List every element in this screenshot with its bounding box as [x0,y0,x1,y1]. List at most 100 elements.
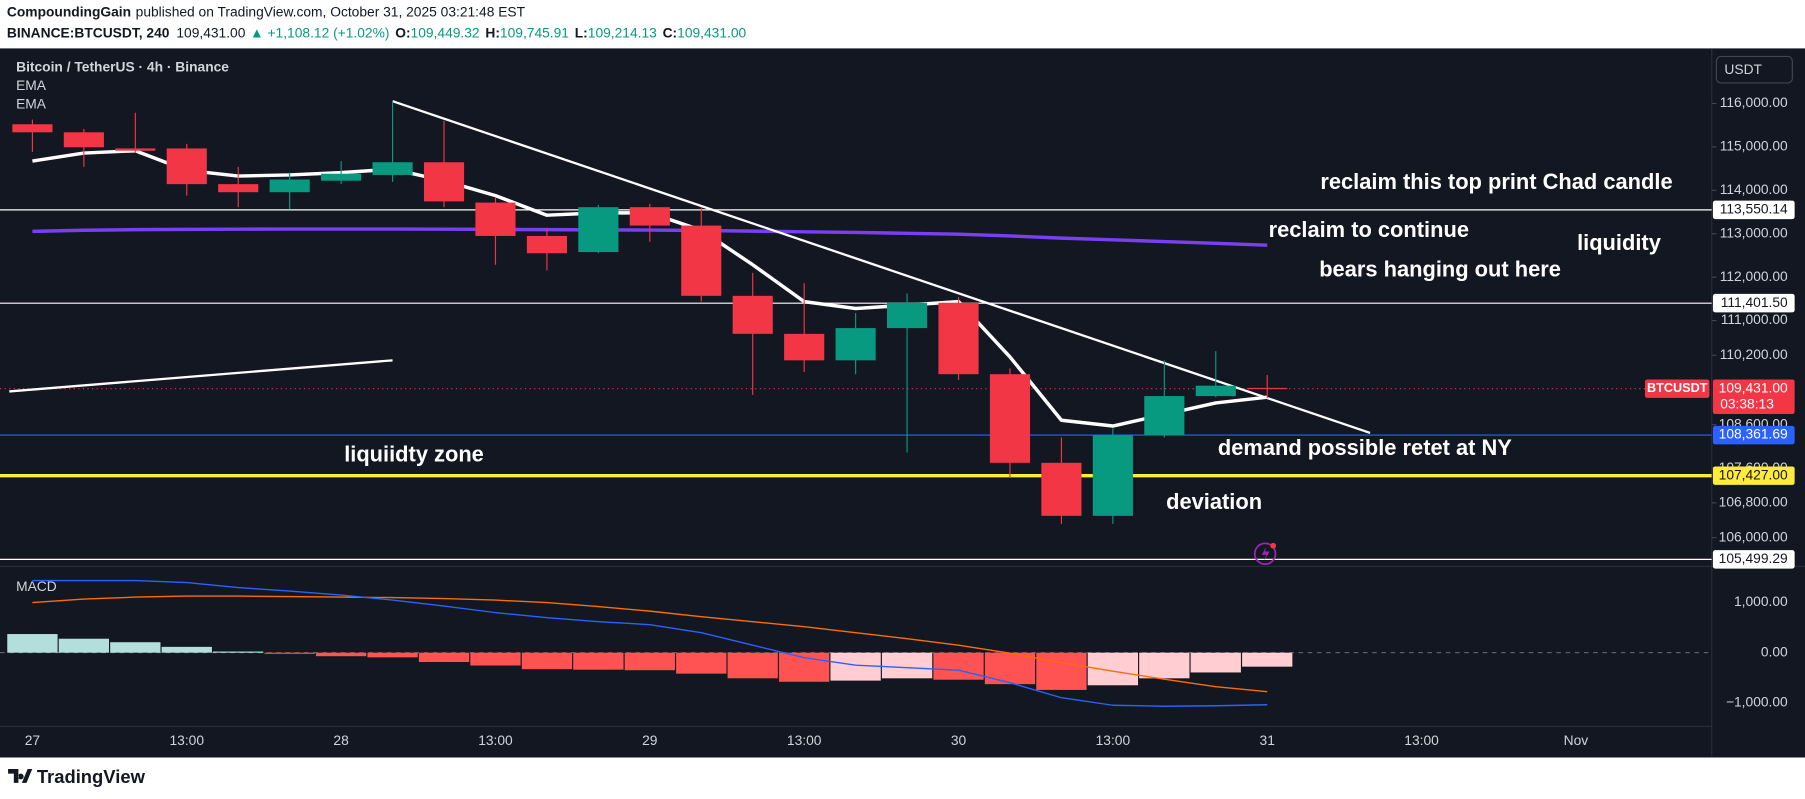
histogram-bar [315,652,367,657]
x-tick-label: 13:00 [787,732,822,748]
trend-line [9,359,393,393]
change: ▲ +1,108.12 (+1.02%) [250,24,389,40]
y-tick-label: 106,800.00 [1719,494,1788,510]
legend-entry[interactable]: EMA [16,95,47,111]
level-label-bg [1712,550,1795,569]
x-tick-label: 27 [25,732,40,748]
candle-body [12,124,53,133]
histogram-bar [213,651,264,653]
candle-body [115,148,156,151]
close: 109,431.00 [677,24,746,40]
histogram-bar [470,652,521,666]
annotation: reclaim this top print Chad candle [1320,169,1672,194]
level-label-bg [1712,293,1795,313]
candle-body [269,179,310,193]
macd-line [32,579,1268,707]
annotation: reclaim to continue [1269,217,1469,242]
candle-body [629,207,670,226]
candle-body [784,333,825,361]
open-label: O: [395,24,410,40]
currency[interactable]: USDT [1724,61,1762,77]
candle-body [372,162,413,175]
open: 109,449.32 [411,24,480,40]
candle-body [423,162,465,202]
header-line2: BINANCE:BTCUSDT, 240 109,431.00 ▲ +1,108.1… [7,24,747,40]
high: 109,745.91 [500,24,569,40]
footer-brand[interactable]: TradingView [37,766,146,787]
y-tick-label: 111,000.00 [1721,311,1788,327]
level-label: 108,361.69 [1719,426,1788,442]
footer-bg [0,757,1805,799]
level-label: 113,550.14 [1720,201,1788,217]
histogram-bar [676,652,727,674]
y-tick-label: 110,200.00 [1720,346,1788,362]
x-tick-label: 28 [333,732,349,748]
histogram-bar [984,652,1036,685]
x-tick-label: Nov [1564,732,1589,748]
annotation: bears hanging out here [1319,256,1561,281]
histogram-bar [58,638,110,653]
candle-body [681,225,722,296]
candle-body [1041,462,1082,516]
histogram-bar [521,652,573,670]
tag-bg [1644,379,1710,398]
countdown: 03:38:13 [1720,395,1774,411]
x-tick-label: 13:00 [169,732,204,748]
histogram-bar [418,652,470,662]
level-label: 111,401.50 [1721,294,1788,310]
legend-entry[interactable]: EMA [16,77,47,93]
tv-logo[interactable] [8,769,33,783]
trend-line [392,100,1371,435]
header-line1: CompoundingGain published on TradingView.… [7,3,526,19]
level-label: 105,499.29 [1719,550,1788,566]
tag-label: BTCUSDT [1647,381,1708,395]
candle-body [835,328,876,361]
x-tick-label: 31 [1260,732,1275,748]
histogram-bar [1190,652,1241,673]
author[interactable]: CompoundingGain [7,3,131,19]
annotation: deviation [1166,489,1262,514]
candle-body [218,184,259,193]
level-label: 109,431.00 [1719,379,1788,395]
macd-tick-label: −1,000.00 [1726,693,1788,709]
low: 109,214.13 [588,24,657,40]
macd-tick-label: 0.00 [1761,643,1788,659]
histogram-bar [727,652,778,679]
x-tick-label: 29 [642,732,658,748]
histogram-bar [7,634,58,653]
candle-body [63,132,104,148]
candle-body [475,202,516,236]
y-tick-label: 112,000.00 [1720,268,1788,284]
x-tick-label: 30 [951,732,967,748]
symbol: BINANCE:BTCUSDT, 240 [7,24,170,40]
histogram-bar [110,642,161,653]
close-label: C: [663,24,678,40]
annotation: liquiidty zone [344,442,484,467]
candle-body [887,302,928,329]
alert-icon[interactable] [1253,542,1277,565]
macd-legend[interactable]: MACD [16,578,57,594]
currency-button[interactable] [1715,55,1793,84]
y-tick-label: 106,000.00 [1719,528,1788,544]
candle-body [321,173,362,181]
last: 109,431.00 [176,24,245,40]
low-label: L: [575,24,588,40]
candle-body [989,374,1031,463]
histogram-bar [881,652,933,679]
level-label-bg [1712,200,1795,220]
level-label: 107,427.00 [1719,466,1788,482]
level-label-bg [1712,425,1795,445]
candle-body [578,207,619,253]
candle-body [732,295,773,334]
candle-body [1195,385,1236,397]
histogram-bar [1242,652,1293,667]
annotation: demand possible retet at NY [1218,435,1512,460]
signal-line [32,595,1268,693]
macd-pane [0,579,1712,707]
level-label-bg [1712,466,1795,485]
x-tick-label: 13:00 [1404,732,1439,748]
chart-title: Bitcoin / TetherUS · 4h · Binance [16,59,229,75]
histogram-bar [933,652,984,680]
